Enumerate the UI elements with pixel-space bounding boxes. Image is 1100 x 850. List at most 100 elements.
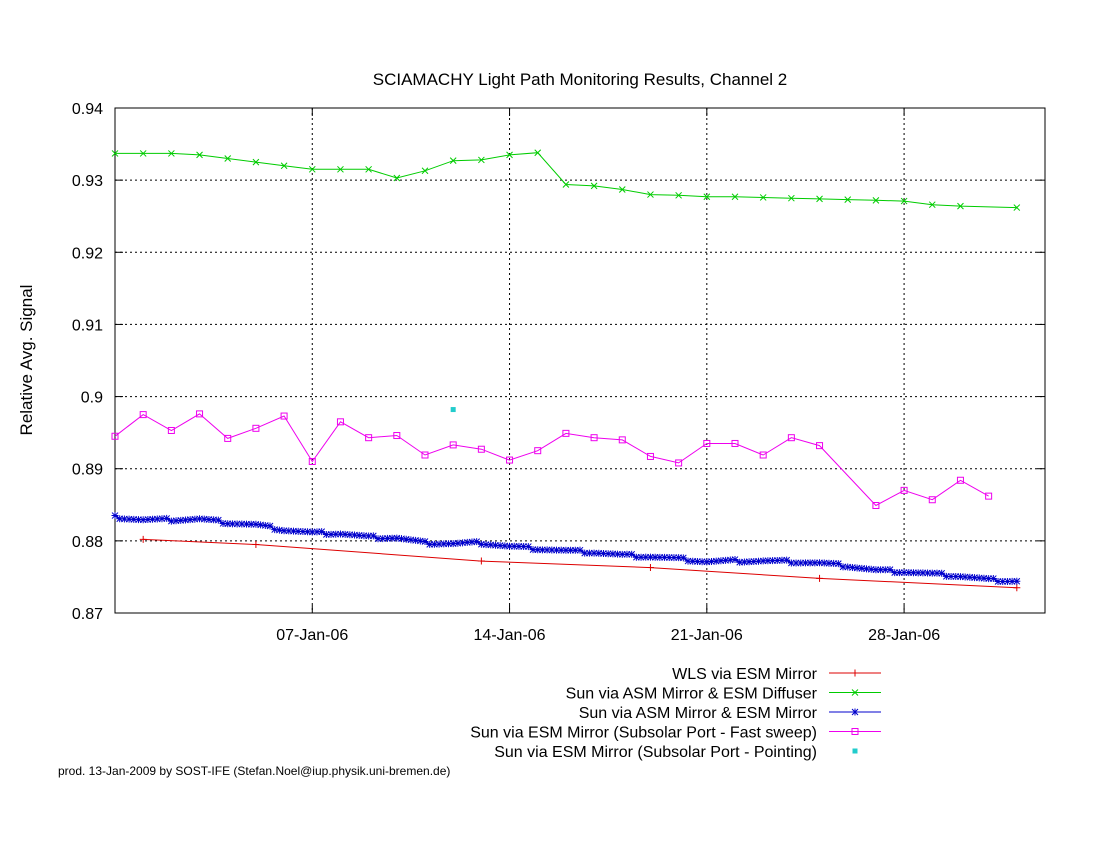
legend: WLS via ESM Mirror Sun via ASM Mirror & E…: [470, 666, 881, 761]
data-point: [909, 569, 917, 577]
data-point: [125, 515, 133, 523]
data-point: [412, 536, 420, 544]
data-point: [252, 520, 260, 528]
data-point: [402, 535, 410, 543]
data-point: [233, 520, 241, 528]
data-point: [985, 492, 993, 500]
data-point: [872, 196, 880, 204]
data-point: [196, 410, 204, 418]
data-point: [778, 556, 786, 564]
data-point: [928, 201, 936, 209]
data-point: [985, 575, 993, 583]
y-axis: 0.87 0.88 0.89 0.9 0.91 0.92 0.93 0.94: [72, 101, 1045, 623]
data-point: [956, 476, 964, 484]
data-point: [980, 574, 988, 582]
data-point: [529, 546, 537, 554]
series-3: [111, 512, 1021, 586]
data-point: [928, 569, 936, 577]
data-point: [642, 553, 650, 561]
data-point: [351, 531, 359, 539]
data-point: [971, 574, 979, 582]
data-point: [900, 197, 908, 205]
data-point: [538, 546, 546, 554]
data-point: [938, 569, 946, 577]
plot-frame: [114, 107, 1046, 614]
data-point: [1013, 577, 1021, 585]
data-point: [186, 516, 194, 524]
data-point: [863, 565, 871, 573]
data-point: [571, 546, 579, 554]
data-point: [820, 559, 828, 567]
data-point: [243, 520, 251, 528]
data-point: [449, 540, 457, 548]
data-point: [337, 165, 344, 173]
data-point: [252, 158, 260, 166]
data-point: [848, 564, 856, 572]
data-point: [787, 559, 795, 567]
data-point: [153, 515, 161, 523]
data-point: [134, 516, 142, 524]
data-point: [581, 549, 589, 557]
data-point: [740, 558, 748, 566]
data-point: [816, 195, 823, 203]
data-point: [393, 174, 401, 182]
data-point: [754, 557, 762, 565]
data-point: [722, 556, 730, 564]
data-point: [1013, 204, 1021, 211]
y-tick-label: 0.91: [72, 317, 103, 334]
data-point: [557, 546, 565, 554]
data-point: [957, 202, 964, 210]
data-point: [280, 162, 288, 170]
grid: [115, 108, 1045, 613]
data-point: [524, 543, 532, 551]
data-point: [914, 569, 922, 577]
legend-label: Sun via ESM Mirror (Subsolar Port - Fast…: [470, 725, 817, 742]
data-point: [336, 530, 344, 538]
data-point: [393, 432, 401, 440]
data-point: [562, 429, 570, 437]
data-point: [355, 531, 363, 539]
data-point: [764, 557, 772, 565]
data-point: [595, 549, 603, 557]
data-point: [261, 521, 269, 529]
data-point: [675, 191, 682, 199]
data-point: [1008, 577, 1016, 585]
data-point: [853, 564, 861, 572]
series-2: [111, 149, 1021, 211]
data-point: [496, 542, 504, 550]
data-point: [1003, 577, 1011, 585]
data-point: [924, 569, 932, 577]
data-point: [891, 569, 899, 577]
data-point: [919, 569, 927, 577]
data-point: [806, 559, 814, 567]
data-point: [712, 557, 720, 565]
data-point: [759, 451, 767, 459]
x-tick-label: 21-Jan-06: [671, 627, 743, 644]
data-point: [548, 546, 556, 554]
data-point: [614, 550, 622, 558]
data-point: [177, 516, 185, 524]
data-point: [388, 534, 396, 542]
data-point: [858, 564, 866, 572]
data-point: [139, 535, 147, 543]
legend-marker: [851, 669, 859, 677]
data-point: [163, 514, 171, 522]
data-point: [369, 532, 377, 540]
data-point: [679, 554, 687, 562]
data-point: [773, 556, 781, 564]
data-point: [398, 535, 406, 543]
data-point: [788, 194, 795, 202]
data-point: [449, 157, 457, 165]
data-point: [149, 515, 157, 523]
data-point: [816, 574, 824, 582]
data-point: [994, 578, 1002, 586]
data-point: [477, 540, 485, 548]
data-point: [168, 150, 175, 157]
data-point: [228, 520, 236, 528]
data-point: [797, 559, 805, 567]
data-point: [759, 194, 767, 201]
series-line: [114, 413, 989, 507]
data-point: [224, 155, 232, 162]
y-tick-label: 0.9: [81, 390, 103, 407]
data-point: [670, 554, 678, 562]
